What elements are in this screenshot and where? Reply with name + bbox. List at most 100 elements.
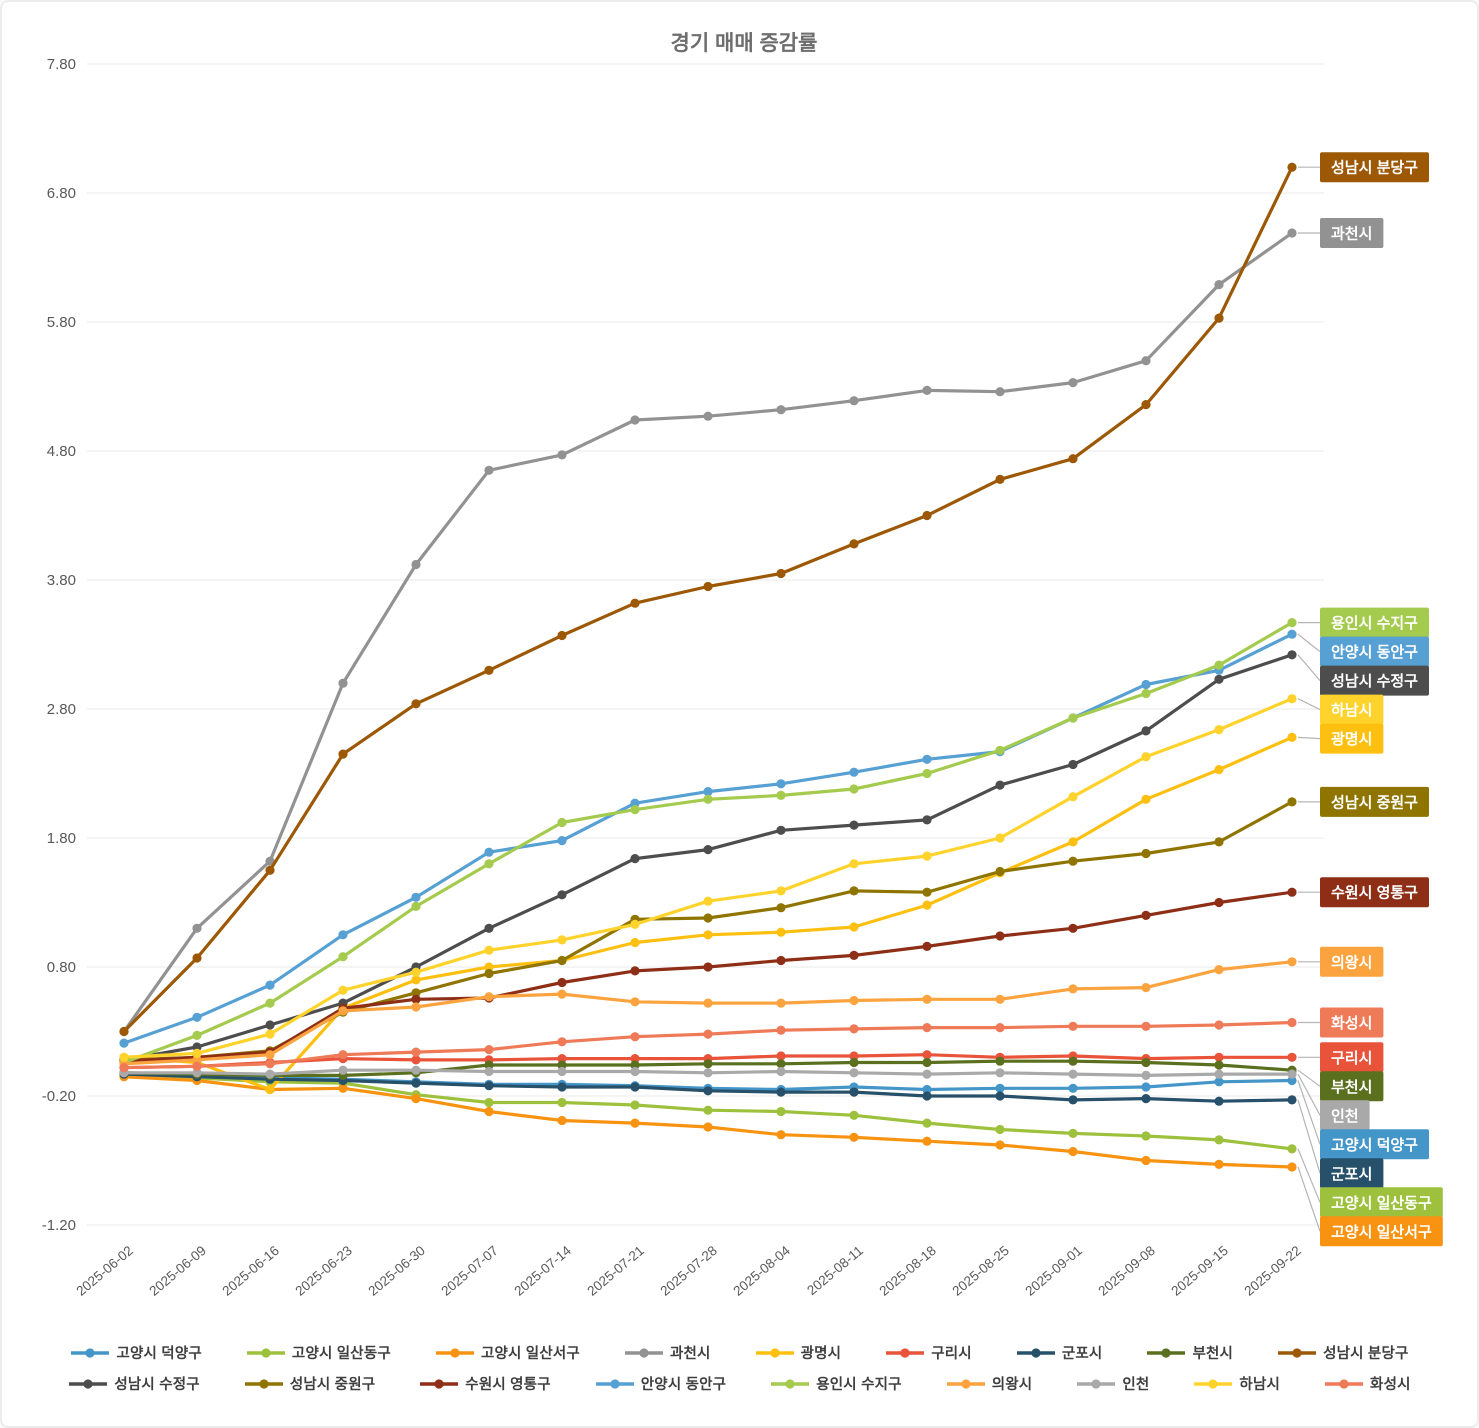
series-point <box>1287 1069 1297 1079</box>
series-point <box>411 1065 421 1075</box>
series-point <box>484 968 494 979</box>
legend-marker-icon <box>69 1378 108 1389</box>
y-tick-label: 3.80 <box>47 572 76 589</box>
series-point <box>1068 923 1078 933</box>
series-point <box>630 1054 640 1064</box>
series-point <box>411 975 421 985</box>
x-tick-label: 2025-06-23 <box>292 1243 355 1299</box>
series-point <box>1214 1069 1224 1079</box>
legend-label: 고양시 일산서구 <box>480 1346 580 1362</box>
series-point <box>1287 618 1297 628</box>
y-tick-label: 4.80 <box>47 443 76 460</box>
series-point <box>411 988 421 998</box>
series-end-label: 고양시 일산서구 <box>1320 1216 1443 1247</box>
y-tick-label: -0.20 <box>42 1088 76 1105</box>
x-tick-label: 2025-09-01 <box>1022 1243 1085 1299</box>
series-point <box>995 780 1005 790</box>
series-point <box>630 805 640 815</box>
series-point <box>995 474 1005 484</box>
series-point <box>630 1100 640 1110</box>
series-point <box>484 665 494 675</box>
legend-label: 부천시 <box>1192 1346 1234 1362</box>
series-point <box>995 1056 1005 1066</box>
series-point <box>265 1059 275 1069</box>
series-point <box>703 1086 713 1096</box>
series-end-label: 부천시 <box>1320 1071 1384 1102</box>
series-point <box>922 994 932 1004</box>
y-tick-label: 1.80 <box>47 830 76 847</box>
legend-item: 용인시 수지구 <box>770 1373 901 1394</box>
series-point <box>703 581 713 592</box>
series-point <box>703 896 713 906</box>
svg-text:고양시 덕양구: 고양시 덕양구 <box>1331 1136 1418 1154</box>
svg-text:고양시 일산서구: 고양시 일산서구 <box>1331 1224 1432 1241</box>
series-point <box>776 1130 786 1140</box>
series-point <box>557 1037 567 1047</box>
legend-item: 수원시 영통구 <box>419 1373 551 1394</box>
series-point <box>849 995 859 1006</box>
series-point <box>411 1078 421 1088</box>
legend-label: 군포시 <box>1061 1346 1103 1362</box>
legend-marker-icon <box>771 1378 810 1389</box>
series-point <box>192 1030 202 1040</box>
series-point <box>703 962 713 972</box>
series-point <box>1141 726 1151 736</box>
x-tick-label: 2025-08-04 <box>730 1242 793 1298</box>
series-point <box>849 820 859 830</box>
legend-label: 용인시 수지구 <box>816 1377 902 1393</box>
series-point <box>849 950 859 961</box>
series-point <box>630 919 640 930</box>
series-point <box>1287 957 1297 967</box>
series-point <box>703 411 713 421</box>
series-point <box>484 1081 494 1091</box>
series-point <box>1214 765 1224 775</box>
series-point <box>922 768 932 779</box>
series-line <box>122 960 1294 1066</box>
series-point <box>776 405 786 415</box>
series-point <box>995 866 1005 877</box>
series-point <box>630 997 640 1007</box>
series-point <box>411 1047 421 1057</box>
series-point <box>630 854 640 864</box>
series-point <box>484 859 494 869</box>
series-point <box>557 1082 567 1092</box>
series-point <box>119 1052 129 1062</box>
series-point <box>411 994 421 1004</box>
series-point <box>703 1029 713 1039</box>
legend-marker-icon <box>1278 1347 1317 1358</box>
series-point <box>849 1024 859 1034</box>
series-line <box>122 231 1294 1034</box>
leader-line <box>1297 633 1321 653</box>
series-point <box>995 1124 1005 1135</box>
x-tick-label: 2025-08-11 <box>804 1243 866 1298</box>
legend-item: 고양시 일산동구 <box>246 1342 391 1363</box>
series-point <box>484 1106 494 1117</box>
series-point <box>703 913 713 923</box>
series-end-label: 안양시 동안구 <box>1320 636 1429 667</box>
series-point <box>849 1110 859 1120</box>
legend-item: 고양시 일산서구 <box>435 1342 580 1363</box>
series-end-label: 성남시 수정구 <box>1320 665 1429 696</box>
series-point <box>995 931 1005 941</box>
series-point <box>1068 984 1078 994</box>
series-point <box>411 1055 421 1065</box>
legend-item: 군포시 <box>1016 1342 1103 1363</box>
svg-text:성남시 수정구: 성남시 수정구 <box>1331 672 1418 690</box>
legend-item: 하남시 <box>1193 1373 1280 1394</box>
series-point <box>849 859 859 869</box>
series-point <box>776 1059 786 1069</box>
series-point <box>995 1140 1005 1150</box>
series-point <box>484 1060 494 1070</box>
series-point <box>192 953 202 963</box>
legend-label: 안양시 동안구 <box>640 1377 727 1393</box>
series-point <box>411 901 421 912</box>
series-point <box>849 1051 859 1061</box>
series-point <box>776 1087 786 1097</box>
series-end-label: 화성시 <box>1320 1007 1384 1038</box>
series-point <box>1141 1131 1151 1141</box>
series-point <box>1141 848 1151 859</box>
legend-label: 구리시 <box>931 1346 972 1362</box>
y-tick-label: 5.80 <box>47 314 76 331</box>
series-end-label: 용인시 수지구 <box>1320 607 1429 638</box>
series-point <box>338 1083 348 1093</box>
